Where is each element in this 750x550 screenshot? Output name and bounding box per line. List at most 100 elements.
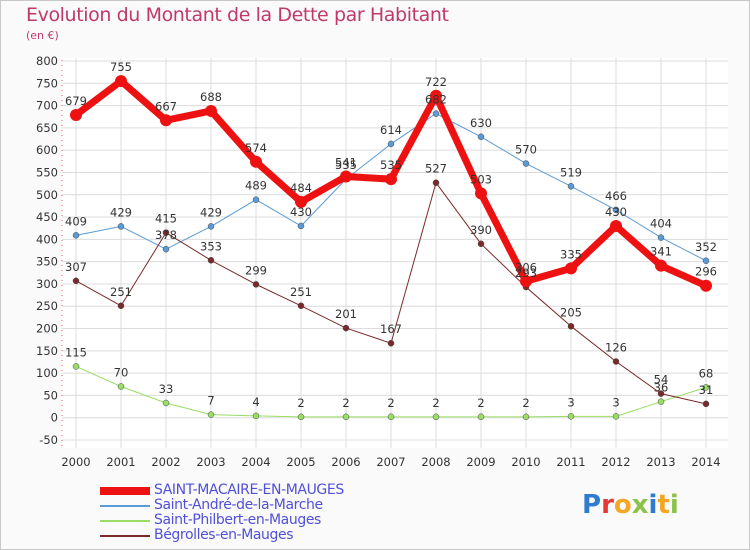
data-label: 4 — [252, 395, 259, 409]
data-point — [702, 257, 710, 265]
legend-label: Saint-André-de-la-Marche — [154, 497, 323, 513]
data-point — [160, 114, 172, 127]
data-label: 2 — [432, 396, 439, 410]
data-label: 307 — [65, 260, 87, 274]
y-tick-label: 150 — [36, 344, 58, 358]
data-label: 378 — [155, 228, 177, 242]
x-tick-label: 2006 — [331, 455, 360, 469]
data-label: 429 — [110, 205, 132, 219]
y-tick-label: -50 — [39, 433, 58, 447]
x-tick-label: 2008 — [421, 455, 450, 469]
data-label: 679 — [65, 94, 87, 108]
data-label: 251 — [110, 285, 132, 299]
data-point — [657, 234, 665, 241]
y-tick-label: 500 — [36, 188, 58, 202]
data-label: 527 — [425, 162, 447, 176]
data-label: 3 — [612, 395, 619, 409]
data-point — [477, 413, 485, 421]
data-label: 667 — [155, 99, 177, 113]
data-point — [297, 222, 305, 230]
x-tick-label: 2014 — [691, 455, 720, 469]
legend-swatch — [100, 505, 150, 507]
data-label: 570 — [515, 143, 537, 157]
y-tick-label: 400 — [36, 232, 58, 246]
data-label: 306 — [515, 260, 537, 274]
data-point — [655, 259, 667, 272]
data-point — [385, 173, 397, 186]
y-tick-label: 450 — [36, 210, 58, 224]
data-point — [252, 281, 260, 288]
data-point — [387, 339, 395, 347]
logo-letter: i — [648, 490, 658, 520]
data-point — [522, 160, 530, 167]
data-point — [72, 363, 80, 370]
data-point — [387, 140, 395, 148]
data-label: 574 — [245, 141, 267, 155]
data-label: 352 — [695, 240, 717, 254]
data-point — [342, 324, 350, 332]
data-point — [702, 400, 710, 408]
data-label: 2 — [387, 396, 394, 410]
data-point — [475, 187, 487, 200]
data-point — [567, 183, 575, 190]
y-tick-label: 200 — [36, 322, 58, 336]
data-label: 205 — [560, 305, 582, 319]
data-point — [252, 196, 260, 203]
legend-label: Saint-Philbert-en-Mauges — [154, 512, 321, 528]
data-point — [657, 398, 665, 405]
proxiti-logo: Proxiti — [582, 490, 679, 520]
data-label: 535 — [335, 158, 357, 172]
data-label: 484 — [290, 181, 312, 195]
logo-letter: t — [657, 490, 670, 520]
data-point — [612, 358, 620, 365]
logo-letter: o — [613, 490, 632, 520]
data-point — [702, 384, 710, 391]
data-point — [522, 413, 530, 421]
data-point — [250, 155, 262, 168]
data-point — [342, 413, 350, 421]
data-label: 353 — [200, 239, 222, 253]
data-label: 409 — [65, 214, 87, 228]
logo-letter: P — [582, 490, 602, 520]
data-point — [205, 104, 217, 117]
data-point — [117, 383, 125, 390]
data-label: 296 — [695, 265, 717, 279]
data-point — [657, 390, 665, 397]
y-tick-label: 300 — [36, 277, 58, 291]
data-label: 7 — [207, 394, 214, 408]
data-label: 390 — [470, 223, 492, 237]
data-label: 430 — [605, 205, 627, 219]
data-point — [387, 413, 395, 421]
data-point — [207, 257, 215, 264]
plot-background — [62, 58, 728, 448]
data-label: 31 — [699, 383, 714, 397]
chart-unit: (en €) — [26, 29, 59, 42]
data-label: 33 — [159, 382, 174, 396]
data-label: 404 — [650, 217, 672, 231]
y-tick-label: 350 — [36, 255, 58, 269]
data-label: 466 — [605, 189, 627, 203]
data-point — [432, 179, 440, 186]
data-label: 541 — [335, 155, 357, 169]
x-tick-label: 2010 — [511, 455, 540, 469]
data-point — [295, 195, 307, 208]
data-label: 688 — [200, 90, 222, 104]
data-point — [567, 413, 575, 420]
data-label: 126 — [605, 341, 627, 355]
data-point — [297, 302, 305, 310]
data-point — [477, 240, 485, 248]
data-point — [610, 219, 622, 232]
data-point — [340, 170, 352, 183]
data-label: 293 — [515, 266, 537, 280]
data-label: 341 — [650, 245, 672, 259]
data-point — [567, 323, 575, 330]
data-label: 415 — [155, 212, 177, 226]
data-label: 429 — [200, 205, 222, 219]
data-point — [477, 133, 485, 141]
x-tick-label: 2009 — [466, 455, 495, 469]
x-tick-label: 2002 — [151, 455, 180, 469]
data-point — [115, 75, 127, 88]
y-tick-label: 800 — [36, 54, 58, 68]
